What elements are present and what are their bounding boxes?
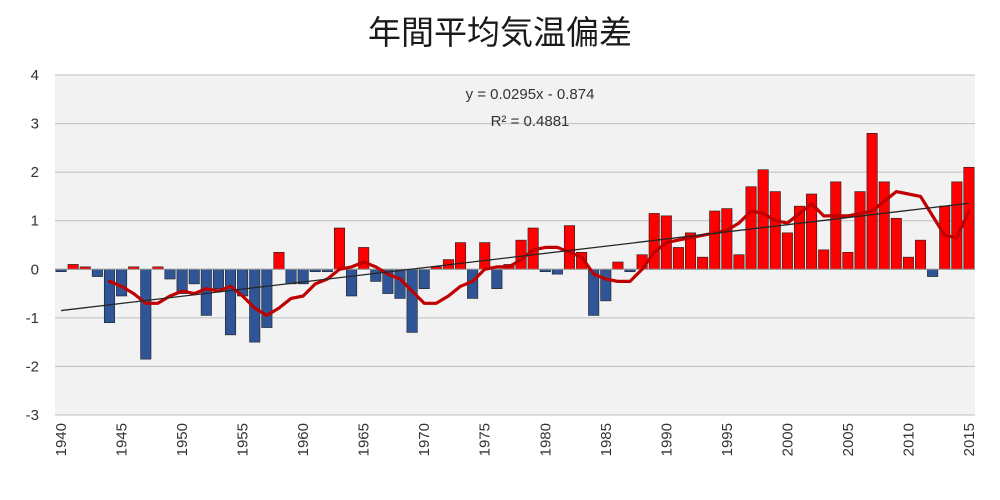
x-tick-label: 1960 (295, 423, 312, 456)
bar-1945 (116, 268, 128, 297)
trendline-equation-2: R² = 0.4881 (491, 113, 570, 130)
bar-1991 (672, 247, 684, 270)
chart-title: 年間平均気温偏差 (368, 13, 632, 52)
trendline (60, 202, 970, 312)
x-tick-label: 1955 (235, 423, 252, 456)
bar-1965 (358, 247, 370, 270)
y-tick-label: 0 (31, 261, 39, 278)
bar-1943 (91, 268, 103, 277)
x-tick-label: 1990 (658, 423, 675, 456)
x-tick-label: 1950 (174, 423, 191, 456)
bar-1993 (697, 256, 709, 270)
bar-1953 (212, 268, 224, 290)
bar-1964 (346, 268, 358, 297)
bar-2009 (890, 217, 902, 270)
y-tick-label: 2 (31, 164, 39, 181)
bar-1986 (612, 261, 624, 270)
bar-2004 (830, 181, 842, 270)
x-tick-label: 2005 (840, 423, 857, 456)
x-tick-label: 1970 (416, 423, 433, 456)
bar-1966 (370, 268, 382, 282)
bar-2008 (878, 181, 890, 270)
bar-2000 (781, 232, 793, 270)
x-tick-label: 1975 (477, 423, 494, 456)
bar-1999 (769, 191, 781, 270)
x-tick-label: 2000 (779, 423, 796, 456)
x-tick-label: 1965 (356, 423, 373, 456)
y-tick-label: -2 (26, 358, 39, 375)
bar-2014 (951, 181, 963, 270)
bar-1981 (551, 268, 563, 275)
plot-area (55, 75, 975, 415)
bar-2005 (842, 251, 854, 270)
bar-1941 (67, 264, 79, 270)
x-tick-label: 1945 (114, 423, 131, 456)
bar-2003 (818, 249, 830, 270)
bar-2010 (902, 256, 914, 270)
x-tick-label: 2015 (961, 423, 978, 456)
y-tick-label: -1 (26, 310, 39, 327)
x-tick-label: 1995 (719, 423, 736, 456)
bar-1996 (733, 254, 745, 270)
bar-1975 (479, 242, 491, 270)
bar-1959 (285, 268, 297, 285)
bar-1969 (406, 268, 418, 333)
y-tick-label: 1 (31, 213, 39, 230)
bar-1976 (491, 268, 503, 290)
moving-average-line (107, 190, 971, 317)
bar-1994 (709, 210, 721, 270)
bar-1982 (563, 225, 575, 270)
bar-1963 (333, 227, 345, 270)
bar-1995 (721, 208, 733, 270)
bar-1970 (418, 268, 430, 290)
bar-1958 (273, 251, 285, 270)
bar-2012 (927, 268, 939, 277)
bar-2006 (854, 191, 866, 270)
y-tick-label: 3 (31, 116, 39, 133)
bar-2011 (915, 239, 927, 270)
bar-1951 (188, 268, 200, 285)
x-tick-label: 1980 (537, 423, 554, 456)
y-tick-label: 4 (31, 67, 39, 84)
x-tick-label: 1940 (53, 423, 70, 456)
bar-2013 (939, 205, 951, 270)
bar-1973 (455, 242, 467, 270)
y-tick-label: -3 (26, 407, 39, 424)
trendline-equation-1: y = 0.0295x - 0.874 (466, 86, 595, 103)
x-tick-label: 2010 (900, 423, 917, 456)
bar-1949 (164, 268, 176, 280)
x-tick-label: 1985 (598, 423, 615, 456)
bar-1998 (757, 169, 769, 270)
bar-2007 (866, 132, 878, 270)
bar-1947 (140, 268, 152, 360)
bar-1985 (600, 268, 612, 302)
bar-1944 (103, 268, 115, 324)
bar-1954 (225, 268, 237, 336)
bar-1957 (261, 268, 273, 328)
